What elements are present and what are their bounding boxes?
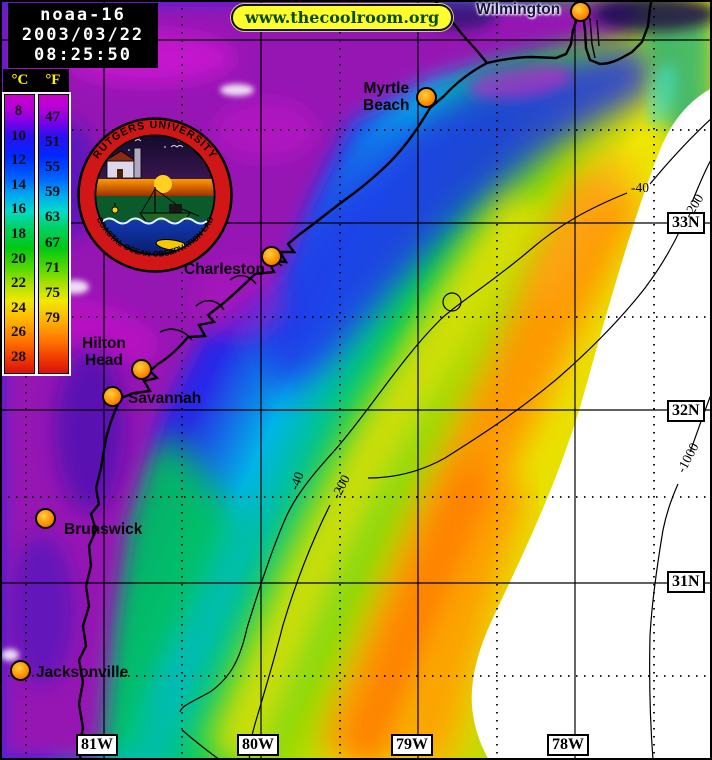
fahrenheit-value-75: 75 [45,284,60,301]
website-url: www.thecoolroom.org [245,8,440,27]
city-label-savannah: Savannah [128,390,202,407]
city-label-jacksonville: Jacksonville [36,664,129,681]
fahrenheit-color-scale [36,92,71,376]
celsius-value-8: 8 [14,103,23,119]
city-dot-wilmington [570,1,591,22]
fahrenheit-value-59: 59 [45,184,60,201]
grid-label-80w: 80W [237,734,279,756]
grid-label-79w: 79W [391,734,433,756]
city-label-hilton-head: Hilton Head [82,335,126,369]
website-banner-link[interactable]: www.thecoolroom.org [231,4,454,31]
celsius-value-16: 16 [11,201,26,218]
grid-label-32n: 32N [667,400,705,422]
logo-scene-ring [94,134,216,256]
satellite-name: noaa-16 [40,5,126,25]
fahrenheit-value-47: 47 [45,109,60,125]
city-label-myrtle-beach: Myrtle Beach [363,80,410,114]
city-dot-jacksonville [10,660,31,681]
fahrenheit-value-55: 55 [45,159,60,176]
celsius-value-26: 26 [11,324,26,341]
depth-label-40-0: -40 [631,180,649,195]
celsius-unit-label: °C [11,72,29,88]
celsius-value-22: 22 [11,275,26,292]
city-dot-charleston [261,246,282,267]
celsius-value-18: 18 [11,226,26,242]
rutgers-cool-logo: RUTGERS UNIVERSITY COASTAL OCEAN OBSERVA… [77,117,233,273]
fahrenheit-value-67: 67 [45,234,60,251]
fahrenheit-unit-label: °F [45,72,61,88]
grid-label-81w: 81W [76,734,118,756]
celsius-value-20: 20 [11,250,26,267]
celsius-value-28: 28 [11,349,26,365]
fahrenheit-value-79: 79 [45,309,60,326]
fahrenheit-value-63: 63 [45,209,60,226]
celsius-value-14: 14 [11,176,26,193]
city-dot-hilton-head [131,359,152,380]
fahrenheit-value-51: 51 [45,134,60,151]
capture-date: 2003/03/22 [21,25,145,45]
city-label-brunswick: Brunswick [64,521,143,538]
grid-label-78w: 78W [547,734,589,756]
capture-time: 08:25:50 [34,45,132,65]
city-dot-myrtle-beach [416,87,437,108]
city-dot-brunswick [35,508,56,529]
city-dot-savannah [102,386,123,407]
celsius-value-10: 10 [11,127,26,144]
celsius-value-24: 24 [11,299,26,316]
fahrenheit-value-71: 71 [45,259,60,276]
celsius-color-scale [2,92,37,376]
grid-label-31n: 31N [667,571,705,593]
celsius-value-12: 12 [11,152,26,169]
satellite-datetime-box: noaa-16 2003/03/22 08:25:50 [8,3,158,68]
grid-label-33n: 33N [667,212,705,234]
city-label-charleston: Charleston [184,261,265,278]
scale-units-box: °C °F [3,69,69,92]
no-data-wedge [471,88,712,760]
city-label-wilmington: Wilmington [476,1,561,18]
